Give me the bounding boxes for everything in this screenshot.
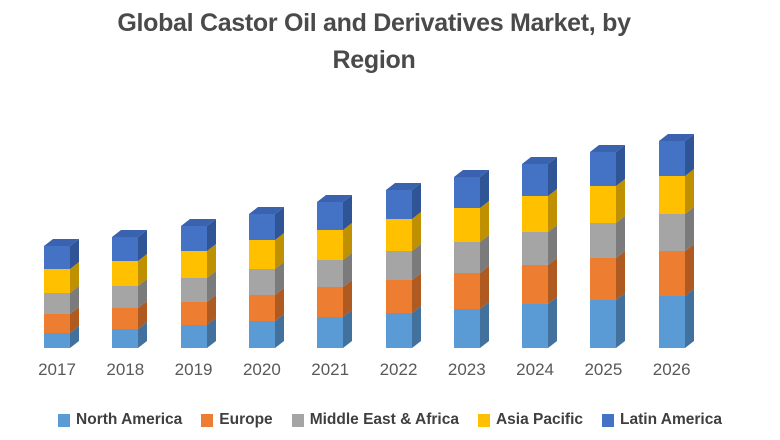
bar-segment-side bbox=[684, 243, 694, 296]
bar-segment-side bbox=[616, 250, 626, 300]
legend-label: Middle East & Africa bbox=[309, 411, 459, 428]
bar-segment-front bbox=[453, 273, 480, 309]
bar-segment-side bbox=[684, 288, 694, 348]
legend: North America Europe Middle East & Africa A… bbox=[0, 406, 780, 434]
plot-area: 2017 2018 2019 2020 2021 2022 2023 2024 2025 2026 bbox=[38, 133, 694, 379]
bar-segment-front bbox=[590, 300, 617, 348]
bar-segment-front bbox=[112, 329, 139, 348]
x-tick-label: 2026 bbox=[652, 360, 691, 379]
x-tick-label: 2018 bbox=[106, 360, 145, 379]
bar-segment-front bbox=[385, 219, 412, 251]
bar-segment-front bbox=[112, 308, 139, 329]
legend-swatch bbox=[58, 413, 71, 427]
bar-segment-front bbox=[44, 246, 70, 269]
bar-segment-side bbox=[479, 265, 489, 309]
legend-item-middle-east-africa: Middle East & Africa bbox=[291, 411, 459, 429]
bar-segment-front bbox=[248, 295, 275, 321]
bar-segment-front bbox=[317, 260, 344, 287]
bar-segment-front bbox=[317, 287, 344, 317]
legend-item-asia-pacific: Asia Pacific bbox=[477, 411, 584, 429]
bar-segment-side bbox=[479, 200, 489, 242]
legend-label: Europe bbox=[219, 411, 273, 428]
bar-segment-front bbox=[317, 202, 344, 230]
bar-segment-front bbox=[180, 278, 207, 302]
bar-segment-front bbox=[522, 304, 549, 348]
bar-segment-side bbox=[548, 188, 558, 232]
chart-title: Global Castor Oil and Derivatives Market… bbox=[117, 9, 631, 74]
bar-segment-front bbox=[590, 152, 617, 186]
bar-segment-front bbox=[44, 293, 70, 314]
bar-segment-front bbox=[385, 313, 412, 348]
bar-segment-front bbox=[44, 333, 70, 348]
bar-segment-front bbox=[385, 190, 412, 219]
bar-segment-side bbox=[616, 292, 626, 348]
bar-segment-front bbox=[248, 269, 275, 295]
bar-segment-front bbox=[658, 214, 685, 251]
bar-segment-side bbox=[684, 168, 694, 214]
x-tick-label: 2022 bbox=[379, 360, 418, 379]
legend-label: Latin America bbox=[620, 411, 722, 428]
bar-segment-front bbox=[522, 164, 549, 196]
bar-segment-front bbox=[522, 232, 549, 265]
bar-segment-side bbox=[479, 301, 489, 348]
bar-segment-side bbox=[684, 206, 694, 251]
bar-segment-front bbox=[658, 176, 685, 214]
legend-item-europe: Europe bbox=[201, 411, 273, 429]
legend-swatch bbox=[291, 413, 304, 427]
bar-segment-front bbox=[317, 230, 344, 260]
x-tick-label: 2024 bbox=[516, 360, 554, 379]
bar-segment-front bbox=[590, 223, 617, 258]
bar-segment-front bbox=[658, 141, 685, 176]
bar-segment-side bbox=[548, 296, 558, 348]
bar-segment-front bbox=[522, 265, 549, 304]
bar-segment-front bbox=[522, 196, 549, 232]
bar-segment-side bbox=[548, 257, 558, 304]
bar-segment-front bbox=[385, 280, 412, 313]
bar-segment-side bbox=[684, 133, 694, 176]
bar-segment-front bbox=[44, 269, 70, 293]
legend-item-north-america: North America bbox=[58, 411, 182, 429]
legend-swatch bbox=[477, 413, 490, 427]
legend-item-latin-america: Latin America bbox=[602, 411, 722, 429]
bar-segment-front bbox=[112, 237, 139, 261]
legend-label: Asia Pacific bbox=[495, 411, 584, 428]
bar-segment-front bbox=[180, 302, 207, 325]
bar-segment-front bbox=[44, 314, 70, 333]
x-tick-label: 2020 bbox=[242, 360, 281, 379]
bar-segment-front bbox=[453, 177, 480, 208]
bar-segment-front bbox=[590, 186, 617, 223]
x-tick-label: 2025 bbox=[584, 360, 623, 379]
bar-segment-front bbox=[112, 261, 139, 286]
bar-segment-side bbox=[616, 215, 626, 258]
bar-segment-front bbox=[590, 258, 617, 300]
x-tick-label: 2017 bbox=[38, 360, 76, 379]
x-tick-label: 2023 bbox=[447, 360, 486, 379]
bar-segment-front bbox=[317, 317, 344, 348]
legend-swatch bbox=[201, 413, 214, 427]
bar-segment-front bbox=[658, 251, 685, 296]
bar-segment-front bbox=[453, 242, 480, 273]
bar-segment-front bbox=[248, 321, 275, 348]
bar-segment-side bbox=[616, 178, 626, 223]
bar-segment-front bbox=[180, 325, 207, 348]
x-tick-label: 2021 bbox=[311, 360, 350, 379]
bar-segment-front bbox=[248, 240, 275, 269]
bar-segment-front bbox=[385, 251, 412, 280]
x-tick-label: 2019 bbox=[174, 360, 213, 379]
bar-segment-front bbox=[658, 296, 685, 348]
legend-label: North America bbox=[76, 411, 183, 428]
bar-segment-front bbox=[453, 309, 480, 348]
legend-swatch bbox=[602, 413, 615, 427]
bar-segment-front bbox=[180, 226, 207, 251]
bar-segment-front bbox=[180, 251, 207, 278]
bar-segment-front bbox=[112, 286, 139, 308]
bar-segment-front bbox=[248, 214, 275, 240]
bar-segment-front bbox=[453, 208, 480, 242]
